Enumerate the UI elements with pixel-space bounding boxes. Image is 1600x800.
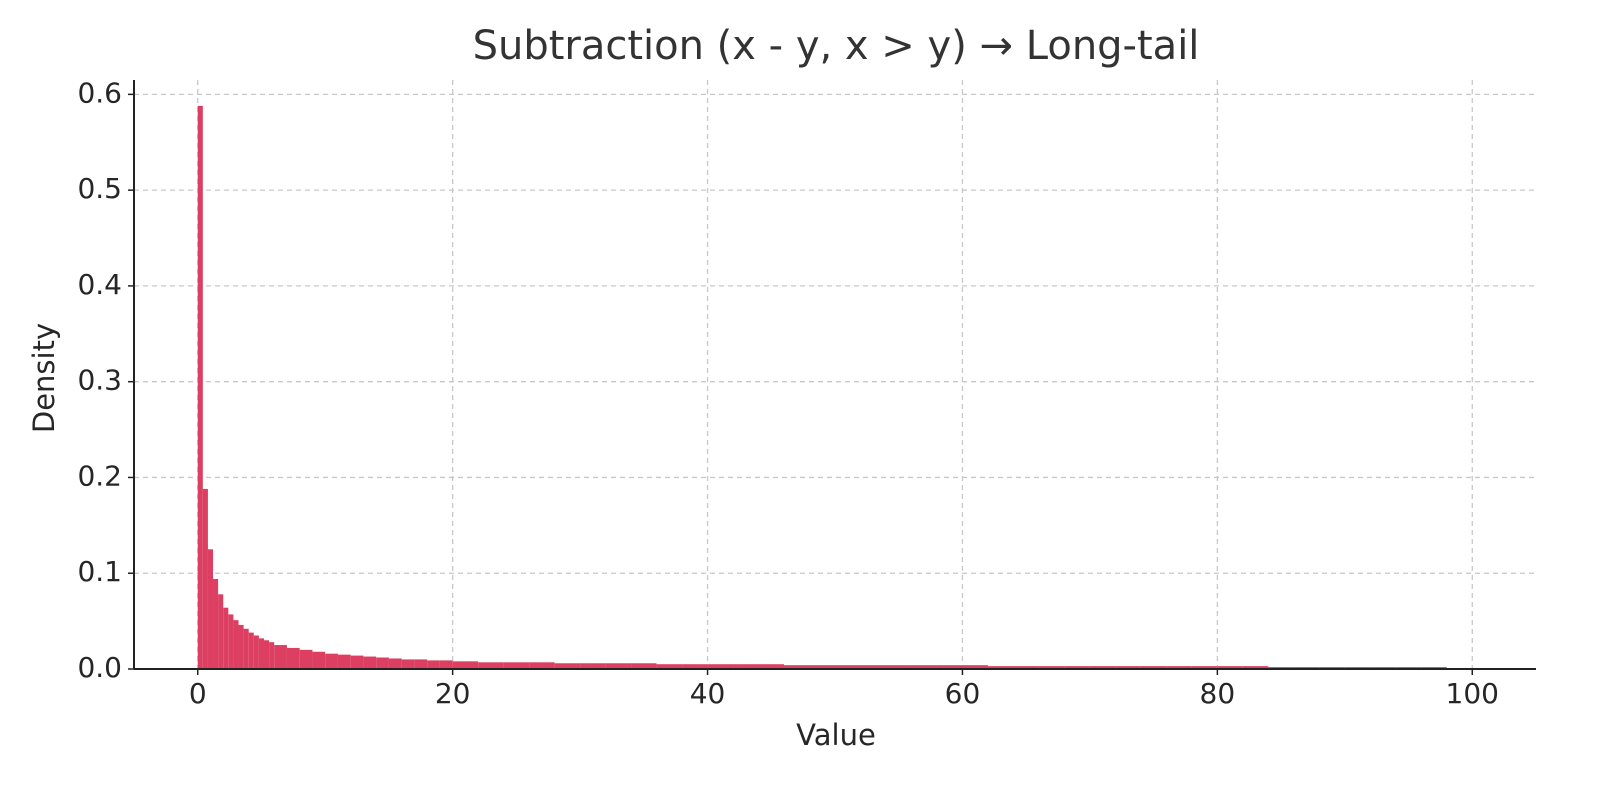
bar [936, 665, 963, 669]
bar [631, 663, 657, 669]
bar [452, 661, 479, 669]
bar [238, 624, 244, 669]
bar [325, 653, 338, 669]
bar [243, 628, 249, 669]
bar [388, 658, 402, 669]
y-tick-label: 0.5 [77, 172, 122, 205]
bar [197, 105, 203, 670]
bar [312, 651, 326, 669]
bar [580, 663, 606, 669]
bar [202, 488, 208, 669]
bar [286, 647, 300, 669]
x-tick-label: 20 [435, 677, 471, 710]
bar [987, 666, 1014, 669]
bar [1217, 666, 1243, 669]
bar [427, 660, 440, 669]
bar [248, 632, 254, 669]
bar [809, 665, 835, 669]
bar [1115, 666, 1141, 669]
y-tick-label: 0.1 [77, 555, 122, 588]
bar [1064, 666, 1090, 669]
x-axis-label: Value [796, 718, 876, 752]
y-tick-label: 0.3 [77, 364, 122, 397]
bar [478, 662, 504, 669]
bar [962, 665, 988, 669]
bar [860, 665, 886, 669]
y-tick-label: 0.4 [77, 268, 122, 301]
y-tick-label: 0.0 [77, 651, 122, 684]
bar [885, 665, 912, 669]
bar [269, 642, 275, 669]
bar [207, 549, 214, 669]
bar [350, 655, 364, 669]
bar [911, 665, 937, 669]
bar [682, 664, 708, 669]
bar [503, 662, 530, 669]
bar [258, 638, 265, 669]
y-tick-label: 0.2 [77, 459, 122, 492]
bar [1038, 666, 1065, 669]
bar [223, 607, 229, 669]
bar [1191, 666, 1218, 669]
bar [253, 635, 259, 669]
bar [299, 649, 313, 669]
bar [213, 578, 219, 669]
bar [1166, 666, 1192, 669]
bar [233, 620, 239, 669]
bar [376, 657, 389, 669]
x-tick-label: 100 [1446, 677, 1499, 710]
x-tick-label: 80 [1200, 677, 1236, 710]
bar [1140, 666, 1167, 669]
bar [656, 664, 683, 669]
bar [439, 660, 453, 669]
bar [274, 645, 287, 669]
bar [264, 640, 270, 669]
bar [1089, 666, 1116, 669]
bar [707, 664, 734, 669]
bar [1242, 666, 1269, 669]
bar [605, 663, 632, 669]
bar [835, 665, 861, 669]
y-tick-label: 0.6 [77, 76, 122, 109]
bar [414, 659, 428, 669]
x-tick-label: 40 [690, 677, 726, 710]
x-tick-label: 0 [189, 677, 207, 710]
y-axis-label: Density [27, 323, 61, 433]
bar [218, 594, 224, 669]
bar [401, 659, 415, 669]
bar [529, 662, 555, 669]
bar [758, 664, 785, 669]
chart-title: Subtraction (x - y, x > y) → Long-tail [473, 23, 1200, 69]
bar [733, 664, 759, 669]
bar [554, 663, 581, 669]
x-tick-label: 60 [945, 677, 981, 710]
bar [363, 656, 377, 669]
bar [1013, 666, 1039, 669]
bar [228, 614, 234, 669]
bar [784, 665, 810, 669]
bar [337, 654, 351, 669]
